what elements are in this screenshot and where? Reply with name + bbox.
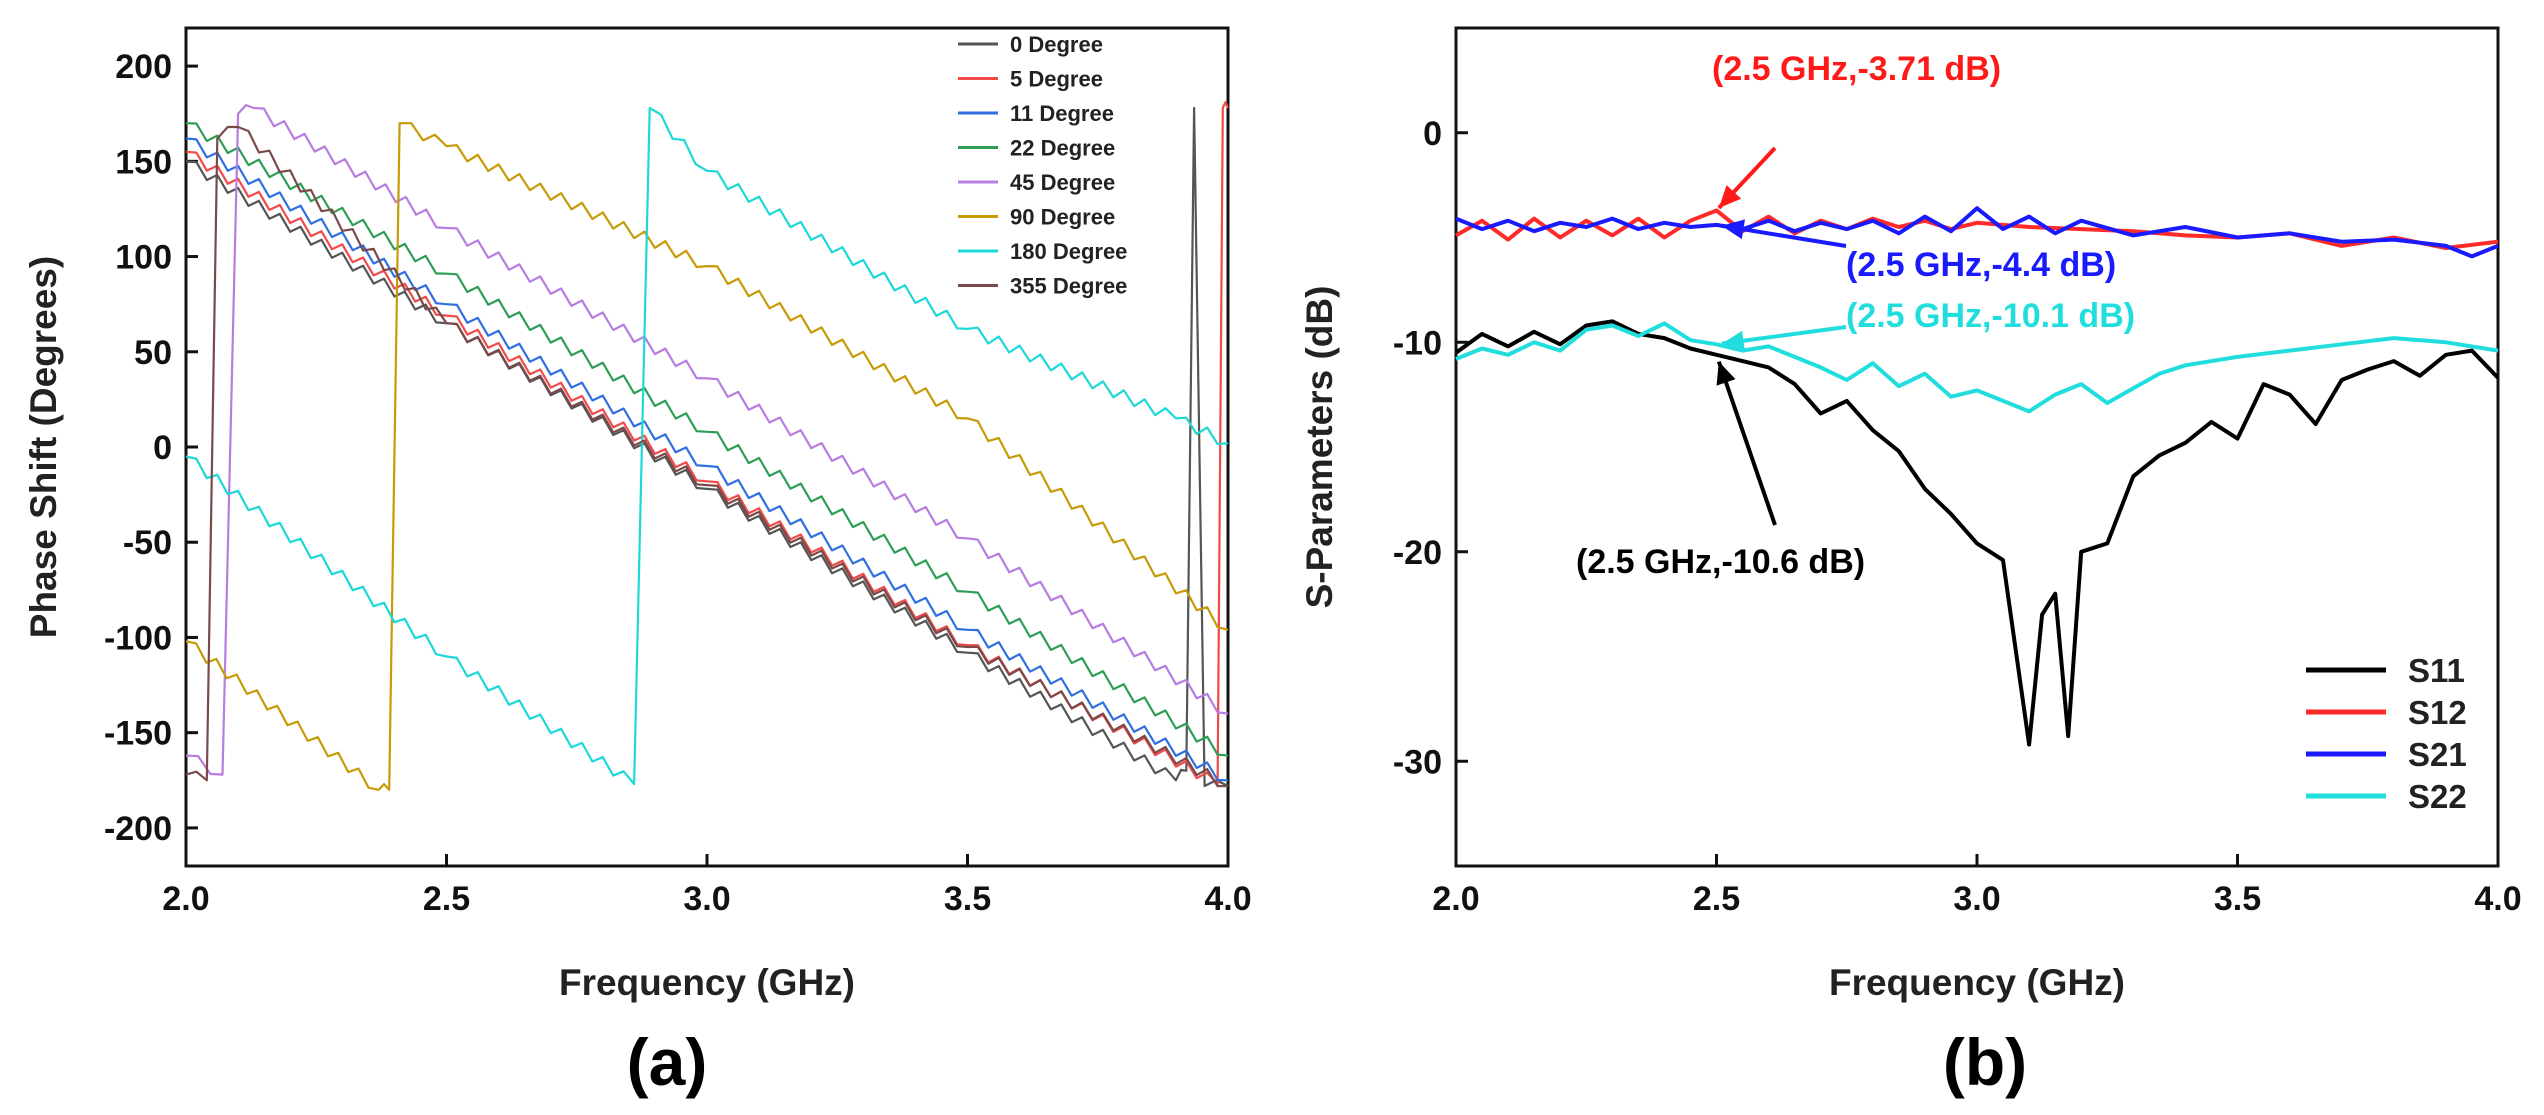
legend-label: 90 Degree [1010,205,1115,230]
legend-a: 0 Degree 5 Degree 11 Degree 22 Degree 45 Deg… [958,32,1127,299]
y-tick-label: 0 [153,429,172,467]
panel-label-a: (a) [627,1025,708,1099]
x-tick-label: 3.0 [683,880,730,918]
series-line-355-degree [185,125,1229,788]
annotations-b: (2.5 GHz,-3.71 dB) (2.5 GHz,-4.4 dB) (2.5 … [1576,50,2135,581]
y-tick-label: 150 [115,143,172,181]
annotation-label: (2.5 GHz,-10.1 dB) [1846,297,2135,335]
series-line-s11 [1454,319,2500,747]
y-tick-label: -30 [1393,743,1442,781]
y-axis-title-a: Phase Shift (Degrees) [23,256,64,638]
legend-label: 180 Degree [1010,239,1127,264]
x-tick-label: 2.5 [1693,880,1740,918]
legend-label: 5 Degree [1010,67,1103,92]
series-line-s22 [1455,321,2499,414]
plot-frame-b [1454,26,2500,868]
series-line-22-degree [185,122,1229,757]
annotation-arrowhead [1721,330,1745,351]
annotation-arrow [1716,360,1777,526]
y-axis-ticks-a: 200 150 100 50 0 -50 -100 -150 -200 [104,48,198,848]
y-axis-title-b: S-Parameters (dB) [1299,286,1340,609]
x-axis-title-b: Frequency (GHz) [1829,962,2125,1003]
annotation-label: (2.5 GHz,-4.4 dB) [1846,246,2116,284]
series-line-180-degree [185,106,1229,786]
series-line-90-degree [185,122,1229,791]
y-tick-label: -10 [1393,324,1442,362]
x-axis-ticks-b: 2.0 2.5 3.0 3.5 4.0 [1432,854,2522,918]
series-lines-a [185,101,1230,791]
y-tick-label: -20 [1393,534,1442,572]
legend-b: S11 S12 S21 S22 [2306,652,2467,815]
series-line-0-degree [185,106,1229,788]
panel-label-b: (b) [1943,1025,2027,1099]
legend-label: S21 [2408,736,2467,773]
legend-label: 355 Degree [1010,274,1127,299]
y-tick-label: 200 [115,48,172,86]
annotation-arrowhead [1718,185,1742,208]
y-tick-label: 0 [1423,115,1442,153]
series-line-45-degree [185,104,1229,776]
legend-label: 45 Degree [1010,170,1115,195]
y-tick-label: -200 [104,810,172,848]
x-axis-ticks-a: 2.0 2.5 3.0 3.5 4.0 [162,854,1252,918]
x-tick-label: 3.5 [944,880,991,918]
y-tick-label: -100 [104,619,172,657]
y-tick-label: -150 [104,715,172,753]
y-tick-label: 50 [134,334,172,372]
series-line-s21 [1455,206,2499,259]
series-line-11-degree [185,137,1229,782]
y-tick-label: -50 [123,524,172,562]
legend-label: S22 [2408,778,2467,815]
series-lines-b [1454,206,2500,747]
chart-panel-b: 0 -10 -20 -30 2.0 2.5 3.0 3.5 4.0 (2.5 GHz,-3.7… [1299,26,2522,1099]
legend-label: 22 Degree [1010,136,1115,161]
annotation-label: (2.5 GHz,-3.71 dB) [1712,50,2001,88]
annotation-label: (2.5 GHz,-10.6 dB) [1576,543,1865,581]
x-tick-label: 2.0 [1432,880,1479,918]
x-axis-title-a: Frequency (GHz) [559,962,855,1003]
annotation-arrowhead [1716,361,1736,386]
x-tick-label: 2.0 [162,880,209,918]
y-tick-label: 100 [115,239,172,277]
legend-label: S11 [2408,652,2465,689]
chart-panel-a: 200 150 100 50 0 -50 -100 -150 -200 2.0 2.5 3.0 3.5… [23,26,1252,1099]
legend-label: 11 Degree [1010,101,1114,126]
x-tick-label: 3.0 [1953,880,2000,918]
x-tick-label: 2.5 [423,880,470,918]
legend-label: S12 [2408,694,2467,731]
annotation-arrowhead [1721,219,1746,240]
x-tick-label: 4.0 [1204,880,1251,918]
legend-label: 0 Degree [1010,32,1103,57]
x-tick-label: 3.5 [2214,880,2261,918]
x-tick-label: 4.0 [2474,880,2521,918]
y-axis-ticks-b: 0 -10 -20 -30 [1393,115,1468,781]
